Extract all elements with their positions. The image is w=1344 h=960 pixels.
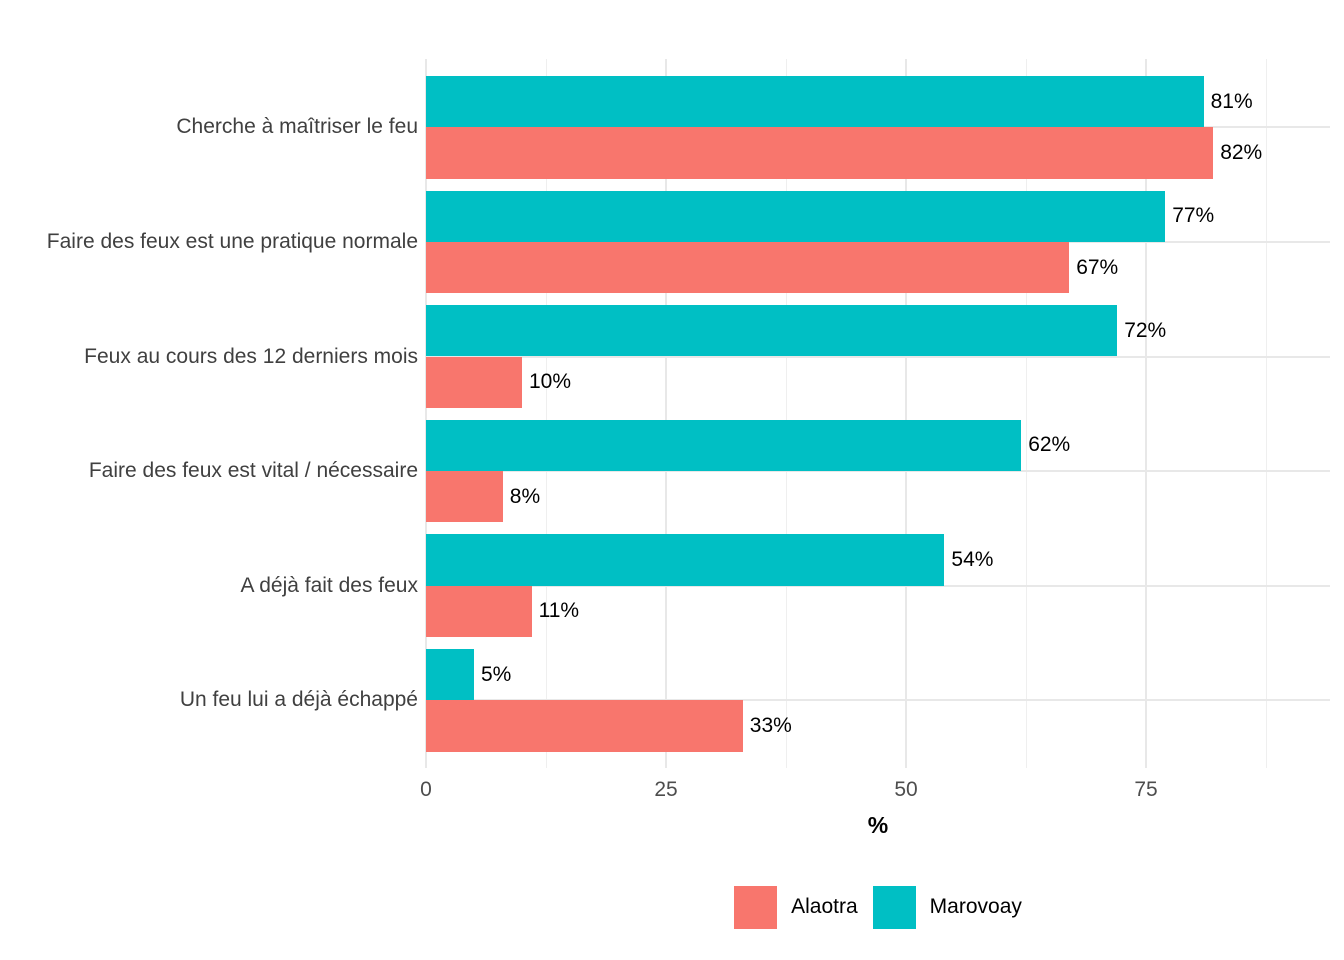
x-tick-label: 50: [894, 778, 918, 801]
x-tick-label: 75: [1134, 778, 1158, 801]
bar-marovoay: [426, 419, 1022, 472]
bar-value-label: 54%: [951, 548, 994, 572]
gridline-vertical-major: [665, 59, 667, 768]
gridline-vertical-major: [425, 59, 427, 768]
bar-value-label: 11%: [538, 599, 580, 623]
bar-value-label: 77%: [1172, 204, 1215, 228]
bar-alaotra: [426, 471, 503, 523]
bar-value-label: 33%: [749, 713, 792, 737]
bar-value-label: 8%: [509, 484, 541, 508]
gridline-vertical-major: [1145, 59, 1147, 768]
category-label: A déjà fait des feux: [240, 573, 418, 597]
bar-alaotra: [426, 127, 1214, 179]
legend-label: Alaotra: [791, 895, 858, 918]
bar-value-label: 5%: [481, 662, 512, 686]
bars-layer: 81% 82% 77% 67% 72% 10% 62% 8% 54% 11% 5% 33%: [426, 59, 1330, 768]
gridline-horizontal-major: [426, 584, 1330, 587]
bar-value-label: 72%: [1124, 318, 1167, 342]
bar-value-label: 81%: [1210, 89, 1253, 113]
gridline-vertical-minor: [546, 59, 547, 768]
category-label: Faire des feux est une pratique normale: [46, 229, 418, 253]
gridline-vertical-minor: [786, 59, 787, 768]
gridline-horizontal-major: [426, 470, 1330, 473]
gridline-horizontal-major: [426, 699, 1330, 702]
gridline-vertical-minor: [1026, 59, 1027, 768]
legend: Alaotra Marovoay: [426, 885, 1330, 929]
legend-swatch-icon: [872, 885, 916, 929]
bar-alaotra: [426, 585, 532, 637]
legend-item-alaotra: Alaotra: [734, 885, 858, 929]
gridline-vertical-major: [905, 59, 907, 768]
bar-marovoay: [426, 534, 945, 586]
x-tick-label: 0: [420, 778, 432, 801]
bar-value-label: 67%: [1076, 255, 1119, 279]
bar-value-label: 62%: [1028, 433, 1071, 457]
bar-alaotra: [426, 241, 1070, 294]
plot-panel: 81% 82% 77% 67% 72% 10% 62% 8% 54% 11% 5% 33%: [425, 59, 1330, 768]
category-label: Feux au cours des 12 derniers mois: [84, 344, 418, 368]
gridline-horizontal-major: [426, 355, 1330, 358]
bar-alaotra: [426, 700, 743, 752]
x-axis-title: %: [867, 812, 889, 838]
bar-marovoay: [426, 305, 1118, 357]
category-label: Faire des feux est vital / nécessaire: [88, 459, 418, 483]
bar-marovoay: [426, 190, 1166, 242]
legend-swatch-icon: [734, 885, 778, 929]
bar-value-label: 10%: [529, 370, 572, 394]
bar-value-label: 82%: [1220, 140, 1263, 164]
bar-marovoay: [426, 649, 474, 701]
bar-marovoay: [426, 76, 1204, 128]
legend-label: Marovoay: [929, 895, 1022, 918]
bar-alaotra: [426, 356, 522, 408]
category-label: Cherche à maîtriser le feu: [176, 115, 418, 139]
category-label: Un feu lui a déjà échappé: [179, 688, 418, 712]
gridline-vertical-minor: [1266, 59, 1267, 768]
legend-item-marovoay: Marovoay: [872, 885, 1022, 929]
x-tick-label: 25: [654, 778, 678, 801]
